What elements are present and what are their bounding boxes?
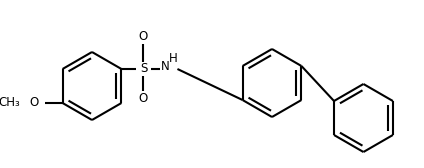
Text: H: H xyxy=(168,52,177,66)
Text: S: S xyxy=(140,62,147,75)
Text: N: N xyxy=(161,59,170,73)
Text: O: O xyxy=(139,93,148,106)
Text: CH₃: CH₃ xyxy=(0,96,20,110)
Text: O: O xyxy=(139,30,148,43)
Text: O: O xyxy=(29,96,39,110)
